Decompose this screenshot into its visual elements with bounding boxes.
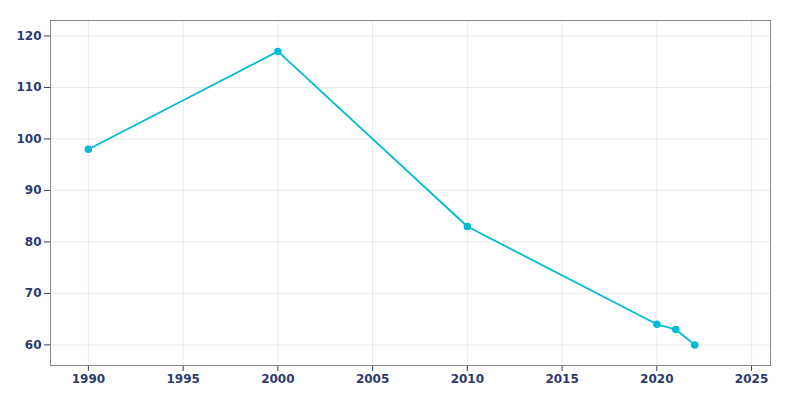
svg-text:2010: 2010 — [451, 372, 484, 386]
svg-text:120: 120 — [16, 29, 41, 43]
svg-text:70: 70 — [25, 286, 42, 300]
svg-text:1995: 1995 — [166, 372, 199, 386]
svg-text:2000: 2000 — [261, 372, 294, 386]
svg-text:90: 90 — [25, 183, 42, 197]
svg-text:2015: 2015 — [545, 372, 578, 386]
svg-text:2005: 2005 — [356, 372, 389, 386]
svg-text:1990: 1990 — [72, 372, 105, 386]
svg-text:2020: 2020 — [640, 372, 673, 386]
svg-text:80: 80 — [25, 235, 42, 249]
svg-text:2025: 2025 — [735, 372, 768, 386]
svg-text:60: 60 — [25, 338, 42, 352]
svg-text:110: 110 — [16, 80, 41, 94]
svg-text:100: 100 — [16, 132, 41, 146]
